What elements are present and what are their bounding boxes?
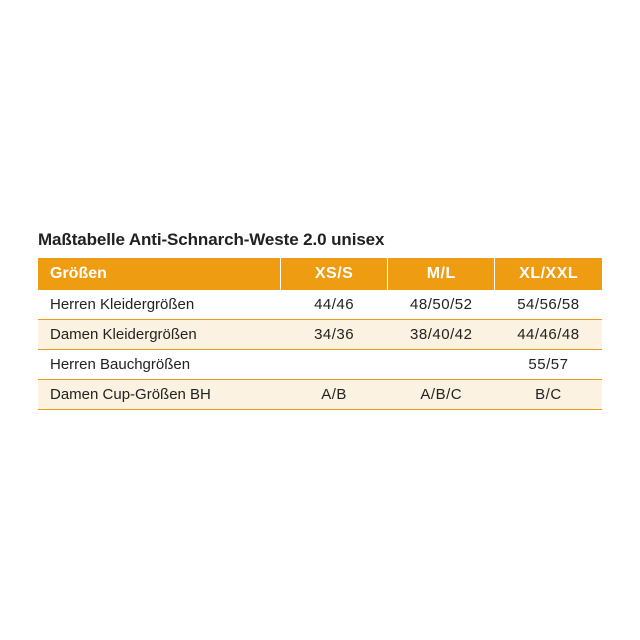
cell: 34/36 <box>281 320 388 350</box>
cell: 54/56/58 <box>495 290 602 320</box>
table-row: Damen Kleidergrößen 34/36 38/40/42 44/46… <box>38 320 602 350</box>
table-body: Herren Kleidergrößen 44/46 48/50/52 54/5… <box>38 290 602 410</box>
table-title: Maßtabelle Anti-Schnarch-Weste 2.0 unise… <box>38 230 602 250</box>
table-row: Herren Kleidergrößen 44/46 48/50/52 54/5… <box>38 290 602 320</box>
size-table: Größen XS/S M/L XL/XXL Herren Kleidergrö… <box>38 258 602 410</box>
header-col-2: XL/XXL <box>495 258 602 290</box>
cell: B/C <box>495 380 602 410</box>
header-row: Größen XS/S M/L XL/XXL <box>38 258 602 290</box>
header-col-0: XS/S <box>281 258 388 290</box>
header-col-1: M/L <box>388 258 495 290</box>
cell: 38/40/42 <box>388 320 495 350</box>
row-label: Herren Kleidergrößen <box>38 290 281 320</box>
table-row: Herren Bauchgrößen 55/57 <box>38 350 602 380</box>
cell <box>281 350 388 380</box>
cell: A/B/C <box>388 380 495 410</box>
cell: 55/57 <box>495 350 602 380</box>
cell: A/B <box>281 380 388 410</box>
table-row: Damen Cup-Größen BH A/B A/B/C B/C <box>38 380 602 410</box>
cell: 44/46/48 <box>495 320 602 350</box>
cell <box>388 350 495 380</box>
row-label: Herren Bauchgrößen <box>38 350 281 380</box>
header-label: Größen <box>38 258 281 290</box>
row-label: Damen Cup-Größen BH <box>38 380 281 410</box>
row-label: Damen Kleidergrößen <box>38 320 281 350</box>
cell: 48/50/52 <box>388 290 495 320</box>
cell: 44/46 <box>281 290 388 320</box>
